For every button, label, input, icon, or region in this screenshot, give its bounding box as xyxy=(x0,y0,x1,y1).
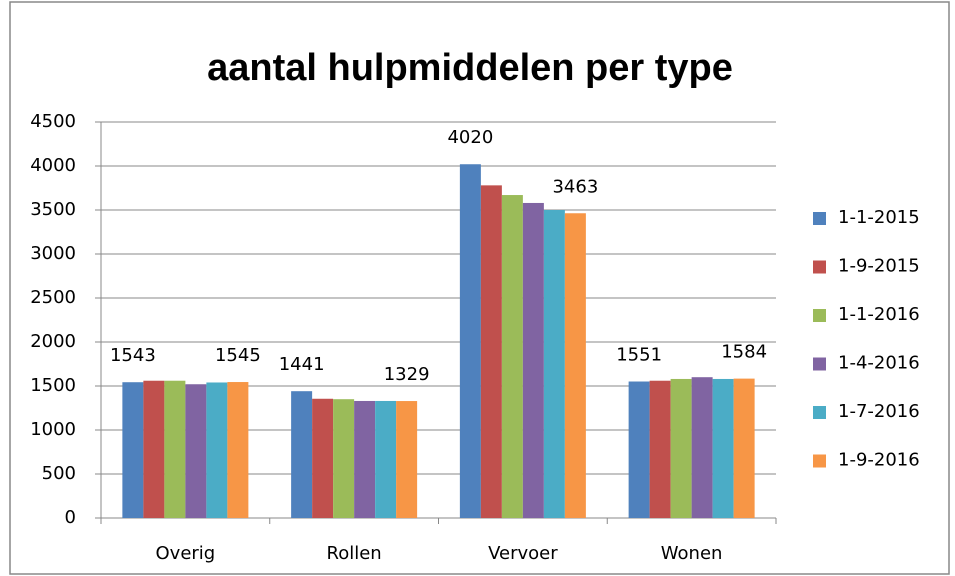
bar xyxy=(185,384,207,518)
bar xyxy=(396,401,418,518)
legend-label: 1-1-2015 xyxy=(838,207,920,228)
bar xyxy=(143,380,165,518)
chart-title: aantal hulpmiddelen per type xyxy=(207,47,733,89)
data-label: 1543 xyxy=(110,345,156,366)
bar xyxy=(459,164,481,519)
y-tick-label: 2500 xyxy=(30,287,76,308)
legend-swatch xyxy=(813,454,826,468)
legend-label: 1-4-2016 xyxy=(838,353,920,374)
bar xyxy=(670,378,692,518)
legend-swatch xyxy=(813,357,826,371)
bar xyxy=(291,391,313,518)
legend-label: 1-7-2016 xyxy=(838,401,920,422)
bar xyxy=(164,380,186,518)
bar xyxy=(354,400,376,518)
data-label: 1551 xyxy=(616,345,662,366)
legend-swatch xyxy=(813,406,826,419)
bar xyxy=(628,381,650,518)
y-tick-label: 4500 xyxy=(30,111,76,132)
y-tick-label: 2000 xyxy=(30,331,76,352)
x-tick-label: Overig xyxy=(156,543,216,564)
y-tick-label: 4000 xyxy=(30,155,76,176)
data-label: 1584 xyxy=(721,342,767,363)
bar xyxy=(522,202,544,518)
bar xyxy=(227,382,249,518)
x-tick-label: Rollen xyxy=(327,543,382,564)
bar xyxy=(691,377,713,518)
bar xyxy=(312,398,334,518)
legend-label: 1-9-2015 xyxy=(838,256,920,277)
data-label: 3463 xyxy=(552,176,598,197)
y-tick-label: 1000 xyxy=(30,419,76,440)
data-label: 1329 xyxy=(384,364,430,385)
legend-label: 1-9-2016 xyxy=(838,450,920,471)
x-tick-label: Wonen xyxy=(661,543,723,564)
y-tick-label: 500 xyxy=(42,463,76,484)
data-label: 1441 xyxy=(279,354,325,375)
legend-swatch xyxy=(813,260,826,274)
y-tick-label: 3500 xyxy=(30,199,76,220)
bar xyxy=(733,378,755,518)
bar xyxy=(375,400,397,518)
y-tick-label: 3000 xyxy=(30,243,76,264)
x-tick-label: Vervoer xyxy=(488,543,558,564)
data-label: 1545 xyxy=(215,345,261,366)
bar xyxy=(564,213,586,519)
legend-swatch xyxy=(813,212,826,225)
data-label: 4020 xyxy=(447,127,493,148)
bar xyxy=(712,378,734,518)
bar xyxy=(649,380,671,518)
bar xyxy=(333,399,355,518)
bar xyxy=(543,210,565,518)
y-tick-label: 1500 xyxy=(30,375,76,396)
y-tick-label: 0 xyxy=(65,507,76,528)
bar xyxy=(122,382,144,518)
bar xyxy=(480,185,502,519)
legend-label: 1-1-2016 xyxy=(838,304,920,325)
bar xyxy=(501,195,523,519)
legend-swatch xyxy=(813,309,826,322)
bar xyxy=(206,382,228,518)
